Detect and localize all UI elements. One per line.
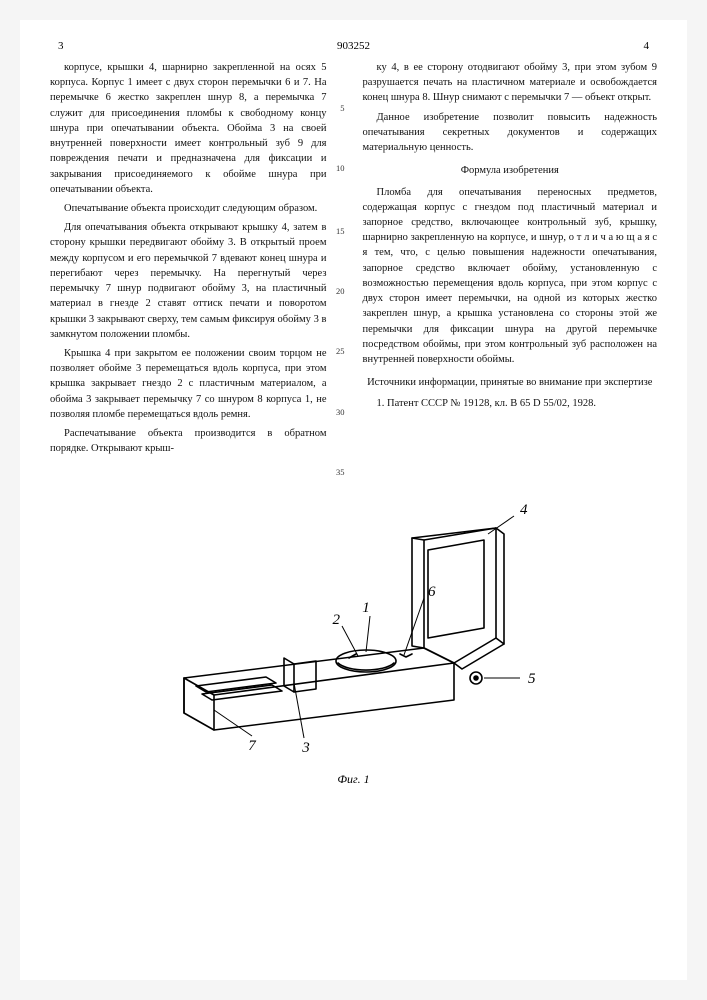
line-number: 15 [336,225,345,237]
text-columns: корпусе, крышки 4, шарнирно закрепленной… [50,60,657,460]
callout: 5 [528,671,536,687]
paragraph: Пломба для опечатывания переносных предм… [363,185,658,368]
line-number: 10 [336,162,345,174]
figure-1: 1 2 3 4 5 6 7 Фиг. 1 [50,478,657,787]
callout: 7 [248,738,257,754]
paragraph: корпусе, крышки 4, шарнирно закрепленной… [50,60,327,197]
paragraph: ку 4, в ее сторону отодвигают обойму 3, … [363,60,658,106]
paragraph: Данное изобретение позволит повысить над… [363,110,658,156]
page-number-right: 4 [644,40,650,52]
callout: 3 [301,740,310,756]
line-number: 35 [336,466,345,478]
paragraph: Опечатывание объекта происходит следующи… [50,201,327,216]
line-number: 5 [340,102,344,114]
line-number: 25 [336,345,345,357]
formula-title: Формула изобретения [363,163,658,178]
callout: 6 [428,584,436,600]
document-number: 903252 [337,40,370,52]
source-entry: 1. Патент СССР № 19128, кл. В 65 D 55/02… [363,396,658,411]
paragraph: Распечатывание объекта производится в об… [50,426,327,456]
callout: 1 [362,600,370,616]
column-right: ку 4, в ее сторону отодвигают обойму 3, … [363,60,658,460]
line-number: 30 [336,406,345,418]
column-left: корпусе, крышки 4, шарнирно закрепленной… [50,60,327,460]
paragraph: Для опечатывания объекта открывают крышк… [50,220,327,342]
paragraph: Крышка 4 при закрытом ее положении своим… [50,346,327,422]
page: 3 4 903252 корпусе, крышки 4, шарнирно з… [20,20,687,980]
figure-drawing: 1 2 3 4 5 6 7 [144,478,564,768]
callout: 2 [332,612,340,628]
figure-label: Фиг. 1 [50,772,657,787]
page-number-left: 3 [58,40,64,52]
line-numbers: 5 10 15 20 25 30 35 [331,60,345,460]
callout: 4 [520,502,528,518]
line-number: 20 [336,285,345,297]
sources-title: Источники информации, принятые во вниман… [363,375,658,390]
